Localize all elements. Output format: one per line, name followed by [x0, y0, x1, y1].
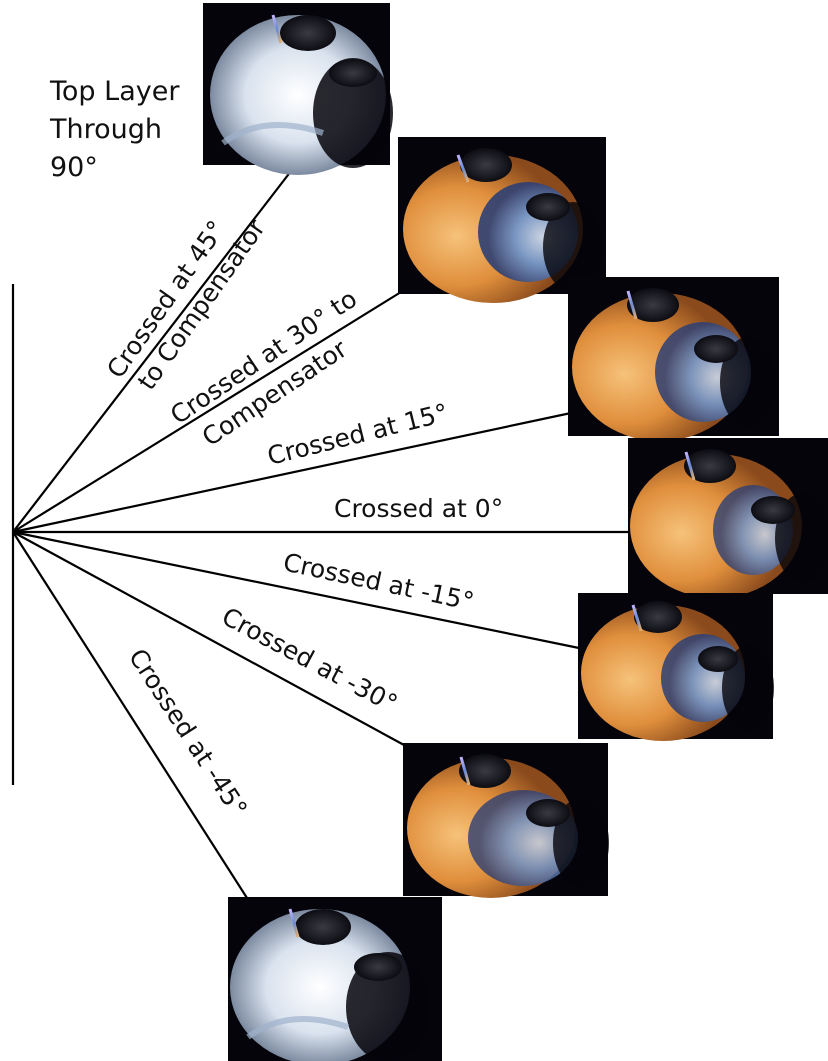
title-line-2: Through [49, 114, 162, 145]
ray-p30 [12, 291, 402, 533]
photo-p30 [568, 277, 779, 441]
photo-p15 [628, 438, 828, 598]
title-line-3: 90° [50, 152, 98, 183]
photo-m45 [228, 897, 442, 1061]
photo-top [203, 3, 393, 175]
label-p15: Crossed at 15° [264, 398, 451, 471]
label-m30: Crossed at -30° [217, 602, 402, 719]
photo-p45 [398, 137, 606, 303]
ray-m45 [12, 531, 248, 899]
ray-p45 [12, 161, 299, 533]
label-z0: Crossed at 0° [334, 494, 503, 523]
title-line-1: Top Layer [49, 76, 180, 107]
ray-p15 [12, 411, 572, 534]
fan-rays [12, 161, 630, 899]
label-m30-line-1: Crossed at -30° [217, 602, 402, 719]
photo-m15 [578, 593, 774, 741]
ray-m15 [12, 530, 580, 650]
label-z0-line-1: Crossed at 0° [334, 494, 503, 523]
label-p15-line-1: Crossed at 15° [264, 398, 451, 471]
photo-m30 [403, 743, 609, 898]
ray-m30 [12, 531, 405, 746]
